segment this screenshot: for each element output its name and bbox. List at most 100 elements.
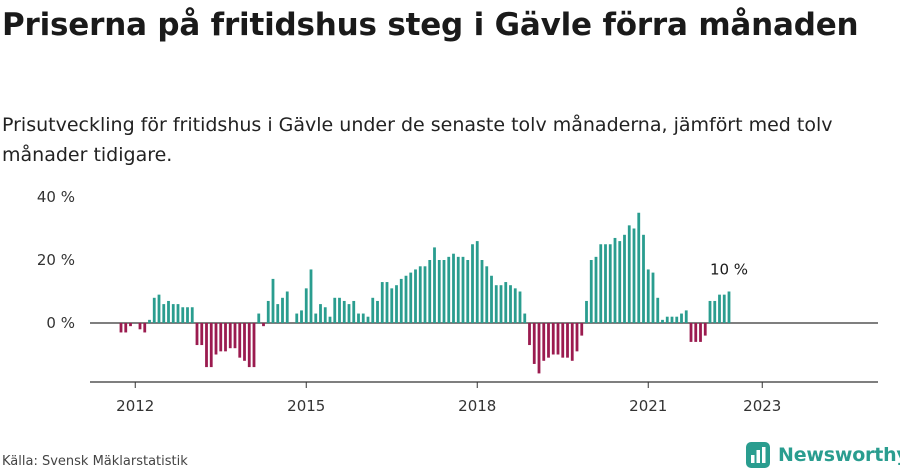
bar — [713, 300, 717, 323]
bar — [509, 285, 512, 323]
bar — [395, 285, 398, 323]
bar — [205, 323, 208, 368]
bar — [547, 323, 550, 358]
bar — [162, 304, 166, 323]
x-tick-label: 2023 — [743, 397, 781, 415]
x-tick-label: 2021 — [629, 397, 667, 415]
bar — [157, 294, 161, 323]
source-note: Källa: Svensk Mäklarstatistik — [2, 454, 188, 469]
bar — [200, 323, 204, 346]
bar — [718, 294, 721, 323]
bar — [304, 288, 308, 323]
bar — [461, 256, 465, 323]
bar — [399, 278, 403, 323]
bar — [456, 256, 460, 323]
bar — [442, 260, 446, 323]
bar — [414, 269, 417, 323]
bar — [262, 323, 265, 327]
last-value-annotation: 10 % — [710, 261, 748, 279]
bar — [233, 323, 237, 349]
bar — [390, 288, 394, 323]
bar — [209, 323, 213, 368]
bar — [409, 272, 413, 323]
brand-name: Newsworthy — [778, 444, 900, 466]
bar — [195, 323, 199, 346]
bar — [243, 323, 246, 361]
bar — [333, 297, 337, 323]
bar — [532, 323, 536, 364]
bar — [447, 256, 451, 323]
bar — [347, 304, 351, 323]
bar — [376, 300, 379, 323]
bar — [257, 313, 261, 323]
bar — [276, 304, 280, 323]
bar — [309, 269, 313, 323]
bar — [627, 225, 631, 323]
bar — [366, 316, 370, 323]
bar — [566, 323, 569, 358]
bar — [556, 323, 560, 355]
bar — [580, 323, 584, 336]
bar — [228, 323, 232, 349]
bar — [319, 304, 322, 323]
bar — [418, 266, 422, 323]
bar — [485, 266, 489, 323]
bar — [642, 234, 645, 323]
bar — [281, 297, 284, 323]
bar — [651, 272, 655, 323]
bar — [285, 291, 289, 323]
bar — [342, 300, 346, 323]
bar — [589, 260, 593, 323]
bar — [699, 323, 702, 342]
bar — [561, 323, 565, 358]
bar — [328, 316, 332, 323]
bar — [670, 316, 674, 323]
bar — [238, 323, 242, 358]
bar — [124, 323, 128, 333]
bar — [675, 316, 679, 323]
bar — [475, 241, 479, 323]
bar — [722, 294, 726, 323]
bar — [490, 275, 493, 323]
bar — [437, 260, 441, 323]
bar — [247, 323, 251, 368]
bar — [632, 228, 636, 323]
bar — [604, 244, 607, 323]
y-tick-label: 20 % — [37, 251, 75, 269]
bar — [190, 307, 194, 323]
bar — [171, 304, 175, 323]
bar — [300, 310, 303, 323]
bar — [608, 244, 612, 323]
bar — [138, 323, 142, 330]
bar — [314, 313, 318, 323]
bar — [295, 313, 299, 323]
bar — [504, 282, 508, 323]
bar — [618, 241, 622, 323]
bar — [252, 323, 256, 368]
bar — [423, 266, 427, 323]
newsworthy-logo-icon — [746, 442, 770, 468]
bar — [466, 260, 470, 323]
bar — [528, 323, 531, 346]
bar — [404, 275, 408, 323]
chart-title: Priserna på fritidshus steg i Gävle förr… — [2, 7, 859, 43]
bar — [152, 297, 156, 323]
bar — [499, 285, 503, 323]
bar — [708, 300, 712, 323]
bar — [727, 291, 731, 323]
bar — [143, 323, 147, 333]
bar — [181, 307, 185, 323]
bar — [613, 237, 617, 323]
bar — [523, 313, 527, 323]
bar — [428, 260, 432, 323]
bar — [471, 244, 474, 323]
chart-subtitle: Prisutveckling för fritidshus i Gävle un… — [2, 114, 833, 166]
bar — [513, 288, 517, 323]
bar — [551, 323, 555, 355]
bar — [680, 313, 683, 323]
brand-logo[interactable]: Newsworthy — [746, 442, 900, 468]
bar — [119, 323, 123, 333]
bar — [518, 291, 522, 323]
bar — [219, 323, 223, 352]
